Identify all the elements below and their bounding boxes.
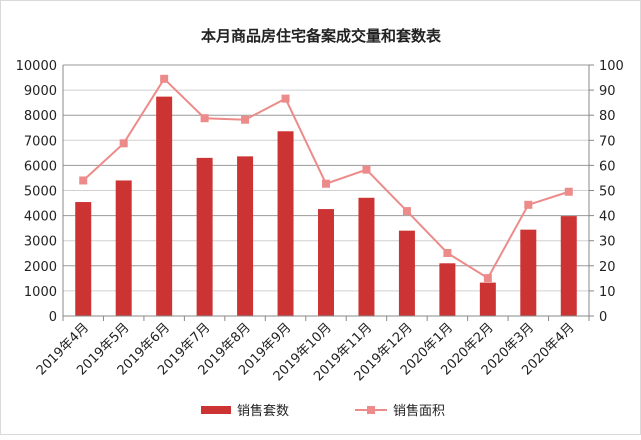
left-tick-label: 7000: [24, 134, 57, 149]
right-tick-label: 20: [599, 260, 616, 275]
left-tick-label: 1000: [24, 285, 57, 300]
bar-series: [75, 96, 577, 316]
line-point: [281, 94, 290, 103]
legend-label-bar: 销售套数: [237, 403, 289, 419]
left-tick-label: 6000: [24, 159, 57, 174]
legend-label-line: 销售面积: [393, 403, 445, 419]
right-tick-label: 100: [599, 59, 624, 74]
left-tick-label: 8000: [24, 109, 57, 124]
legend: 销售套数 销售面积: [201, 403, 445, 419]
line-point: [241, 115, 250, 124]
left-tick-label: 4000: [24, 210, 57, 225]
bar: [439, 263, 456, 316]
line-point: [200, 114, 209, 123]
legend-marker: [367, 406, 375, 414]
bar: [560, 216, 577, 316]
right-tick-label: 30: [599, 235, 616, 250]
left-tick-label: 10000: [16, 59, 57, 74]
bar: [75, 202, 92, 316]
left-tick-label: 3000: [24, 235, 57, 250]
line-point: [443, 248, 452, 257]
line-series: [79, 74, 573, 283]
right-tick-label: 0: [599, 310, 607, 325]
line-point: [160, 74, 169, 83]
bar: [196, 157, 213, 316]
line-point: [119, 139, 128, 148]
right-tick-label: 70: [599, 134, 616, 149]
right-tick-label: 80: [599, 109, 616, 124]
right-tick-label: 60: [599, 159, 616, 174]
bar: [156, 96, 173, 316]
line-point: [564, 187, 573, 196]
bar: [520, 229, 537, 316]
right-tick-label: 10: [599, 285, 616, 300]
left-tick-label: 5000: [24, 185, 57, 200]
chart-title: 本月商品房住宅备案成交量和套数表: [201, 27, 442, 45]
left-tick-label: 2000: [24, 260, 57, 275]
bar: [277, 131, 294, 316]
bar: [398, 230, 415, 316]
line-point: [483, 274, 492, 283]
legend-swatch-bar: [201, 406, 231, 414]
right-tick-label: 40: [599, 210, 616, 225]
bar: [318, 209, 334, 316]
line-point: [79, 176, 88, 185]
line-point: [322, 179, 330, 188]
line-point: [524, 200, 533, 209]
left-tick-label: 0: [49, 310, 57, 325]
right-tick-label: 90: [599, 84, 616, 99]
bar: [237, 156, 254, 316]
line-point: [362, 165, 371, 174]
line-point: [402, 207, 411, 216]
bar: [115, 180, 132, 316]
right-tick-label: 50: [599, 185, 616, 200]
bar: [358, 197, 375, 316]
bar: [479, 282, 496, 316]
left-tick-label: 9000: [24, 84, 57, 99]
